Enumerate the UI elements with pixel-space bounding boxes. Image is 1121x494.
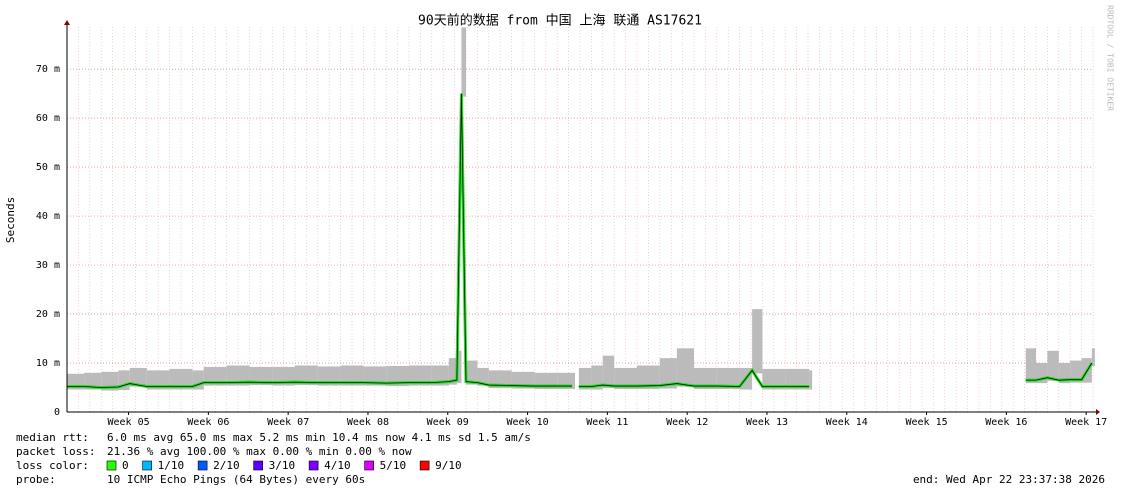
smoke xyxy=(676,348,694,387)
smoke xyxy=(762,368,786,390)
loss-swatch-label: 9/10 xyxy=(435,459,462,472)
y-tick-label: 20 m xyxy=(36,309,60,320)
smoke xyxy=(1058,363,1071,384)
smoke xyxy=(340,365,364,386)
y-tick-label: 70 m xyxy=(36,64,60,75)
smoke xyxy=(192,370,204,390)
watermark: RRDTOOL / TOBI OETIKER xyxy=(1106,5,1115,111)
smoke xyxy=(169,368,193,390)
rtt-label: median rtt: xyxy=(16,431,89,444)
loss-swatch xyxy=(364,460,374,471)
smoke xyxy=(477,367,489,386)
loss-swatch xyxy=(197,460,208,471)
smoke xyxy=(466,360,478,385)
smoke xyxy=(456,350,462,384)
smoke xyxy=(614,367,637,390)
smoke xyxy=(1070,360,1082,383)
loss-swatch xyxy=(142,460,152,471)
plot xyxy=(67,27,1095,391)
probe-label: probe: xyxy=(16,473,56,486)
x-tick-label: Week 16 xyxy=(985,417,1027,428)
loss-swatch xyxy=(106,460,117,471)
smoke xyxy=(1091,348,1095,367)
smoke xyxy=(461,27,466,97)
smoke xyxy=(226,365,250,386)
y-tick-label: 30 m xyxy=(36,260,60,271)
smoke xyxy=(203,366,227,386)
smoke xyxy=(716,367,740,390)
x-tick-label: Week 10 xyxy=(506,417,548,428)
y-arrow xyxy=(64,20,70,25)
x-tick-label: Week 15 xyxy=(905,417,947,428)
y-axis-label: Seconds xyxy=(4,197,17,243)
smoke xyxy=(118,370,130,391)
smoke xyxy=(752,309,763,374)
smoke xyxy=(488,370,512,389)
x-tick-label: Week 07 xyxy=(267,417,309,428)
legend: median rtt: 6.0 ms avg 65.0 ms max 5.2 m… xyxy=(16,431,1105,486)
x-tick-label: Week 09 xyxy=(427,417,469,428)
y-tick-label: 40 m xyxy=(36,211,60,222)
smoke xyxy=(249,366,273,386)
x-tick-label: Week 11 xyxy=(586,417,628,428)
smoke xyxy=(129,367,147,387)
loss-color-label: loss color: xyxy=(16,459,89,472)
chart-title: 90天前的数据 from 中国 上海 联通 AS17621 xyxy=(418,13,702,29)
end-time: end: Wed Apr 22 23:37:38 2026 xyxy=(913,473,1105,486)
smoke xyxy=(578,367,592,390)
grid: 0 10 m 20 m 30 m 40 m 50 m 60 m 70 m Week 05 Week… xyxy=(36,27,1107,428)
y-tick-label: 0 xyxy=(54,407,60,418)
smoke xyxy=(809,370,813,390)
smoke xyxy=(448,358,457,385)
axes xyxy=(64,20,1100,415)
loss-swatch-label: 3/10 xyxy=(269,459,296,472)
smoke xyxy=(602,355,615,389)
loss-swatch-label: 5/10 xyxy=(380,459,407,472)
smoke xyxy=(386,365,409,387)
x-arrow xyxy=(1096,409,1100,415)
x-tick-label: Week 17 xyxy=(1065,417,1107,428)
smoke xyxy=(785,368,810,390)
loss-label: packet loss: xyxy=(16,445,95,458)
y-tick-label: 50 m xyxy=(36,162,60,173)
loss-swatch-label: 2/10 xyxy=(213,459,240,472)
x-tick-label: Week 08 xyxy=(347,417,389,428)
smoke xyxy=(1047,350,1059,381)
smoke xyxy=(694,367,717,390)
loss-swatch xyxy=(253,460,263,471)
median-core xyxy=(67,93,1093,388)
smoke xyxy=(659,358,677,389)
loss-swatch-label: 0 xyxy=(122,459,129,472)
loss-swatch xyxy=(308,460,319,471)
probe-text: 10 ICMP Echo Pings (64 Bytes) every 60s xyxy=(107,473,365,486)
smoke xyxy=(409,365,432,386)
loss-swatch xyxy=(419,460,430,471)
x-tick-label: Week 13 xyxy=(746,417,788,428)
smoke xyxy=(317,366,341,386)
smoke xyxy=(1025,348,1036,384)
x-tick-label: Week 06 xyxy=(187,417,229,428)
loss-stats: 21.36 % avg 100.00 % max 0.00 % min 0.00… xyxy=(107,445,412,458)
smoke xyxy=(591,365,603,390)
y-tick-label: 10 m xyxy=(36,358,60,369)
x-tick-label: Week 05 xyxy=(107,417,149,428)
smoke xyxy=(146,370,170,390)
loss-swatch-label: 4/10 xyxy=(324,459,351,472)
smoke xyxy=(1036,363,1048,384)
smoke xyxy=(637,365,660,390)
median-line xyxy=(67,93,1094,390)
loss-swatch-label: 1/10 xyxy=(158,459,185,472)
x-tick-label: Week 12 xyxy=(666,417,708,428)
smoke xyxy=(363,366,387,386)
smoke xyxy=(295,365,318,386)
x-tick-label: Week 14 xyxy=(826,417,868,428)
smoke xyxy=(572,372,576,390)
y-tick-label: 60 m xyxy=(36,113,60,124)
rtt-stats: 6.0 ms avg 65.0 ms max 5.2 ms min 10.4 m… xyxy=(107,431,531,444)
